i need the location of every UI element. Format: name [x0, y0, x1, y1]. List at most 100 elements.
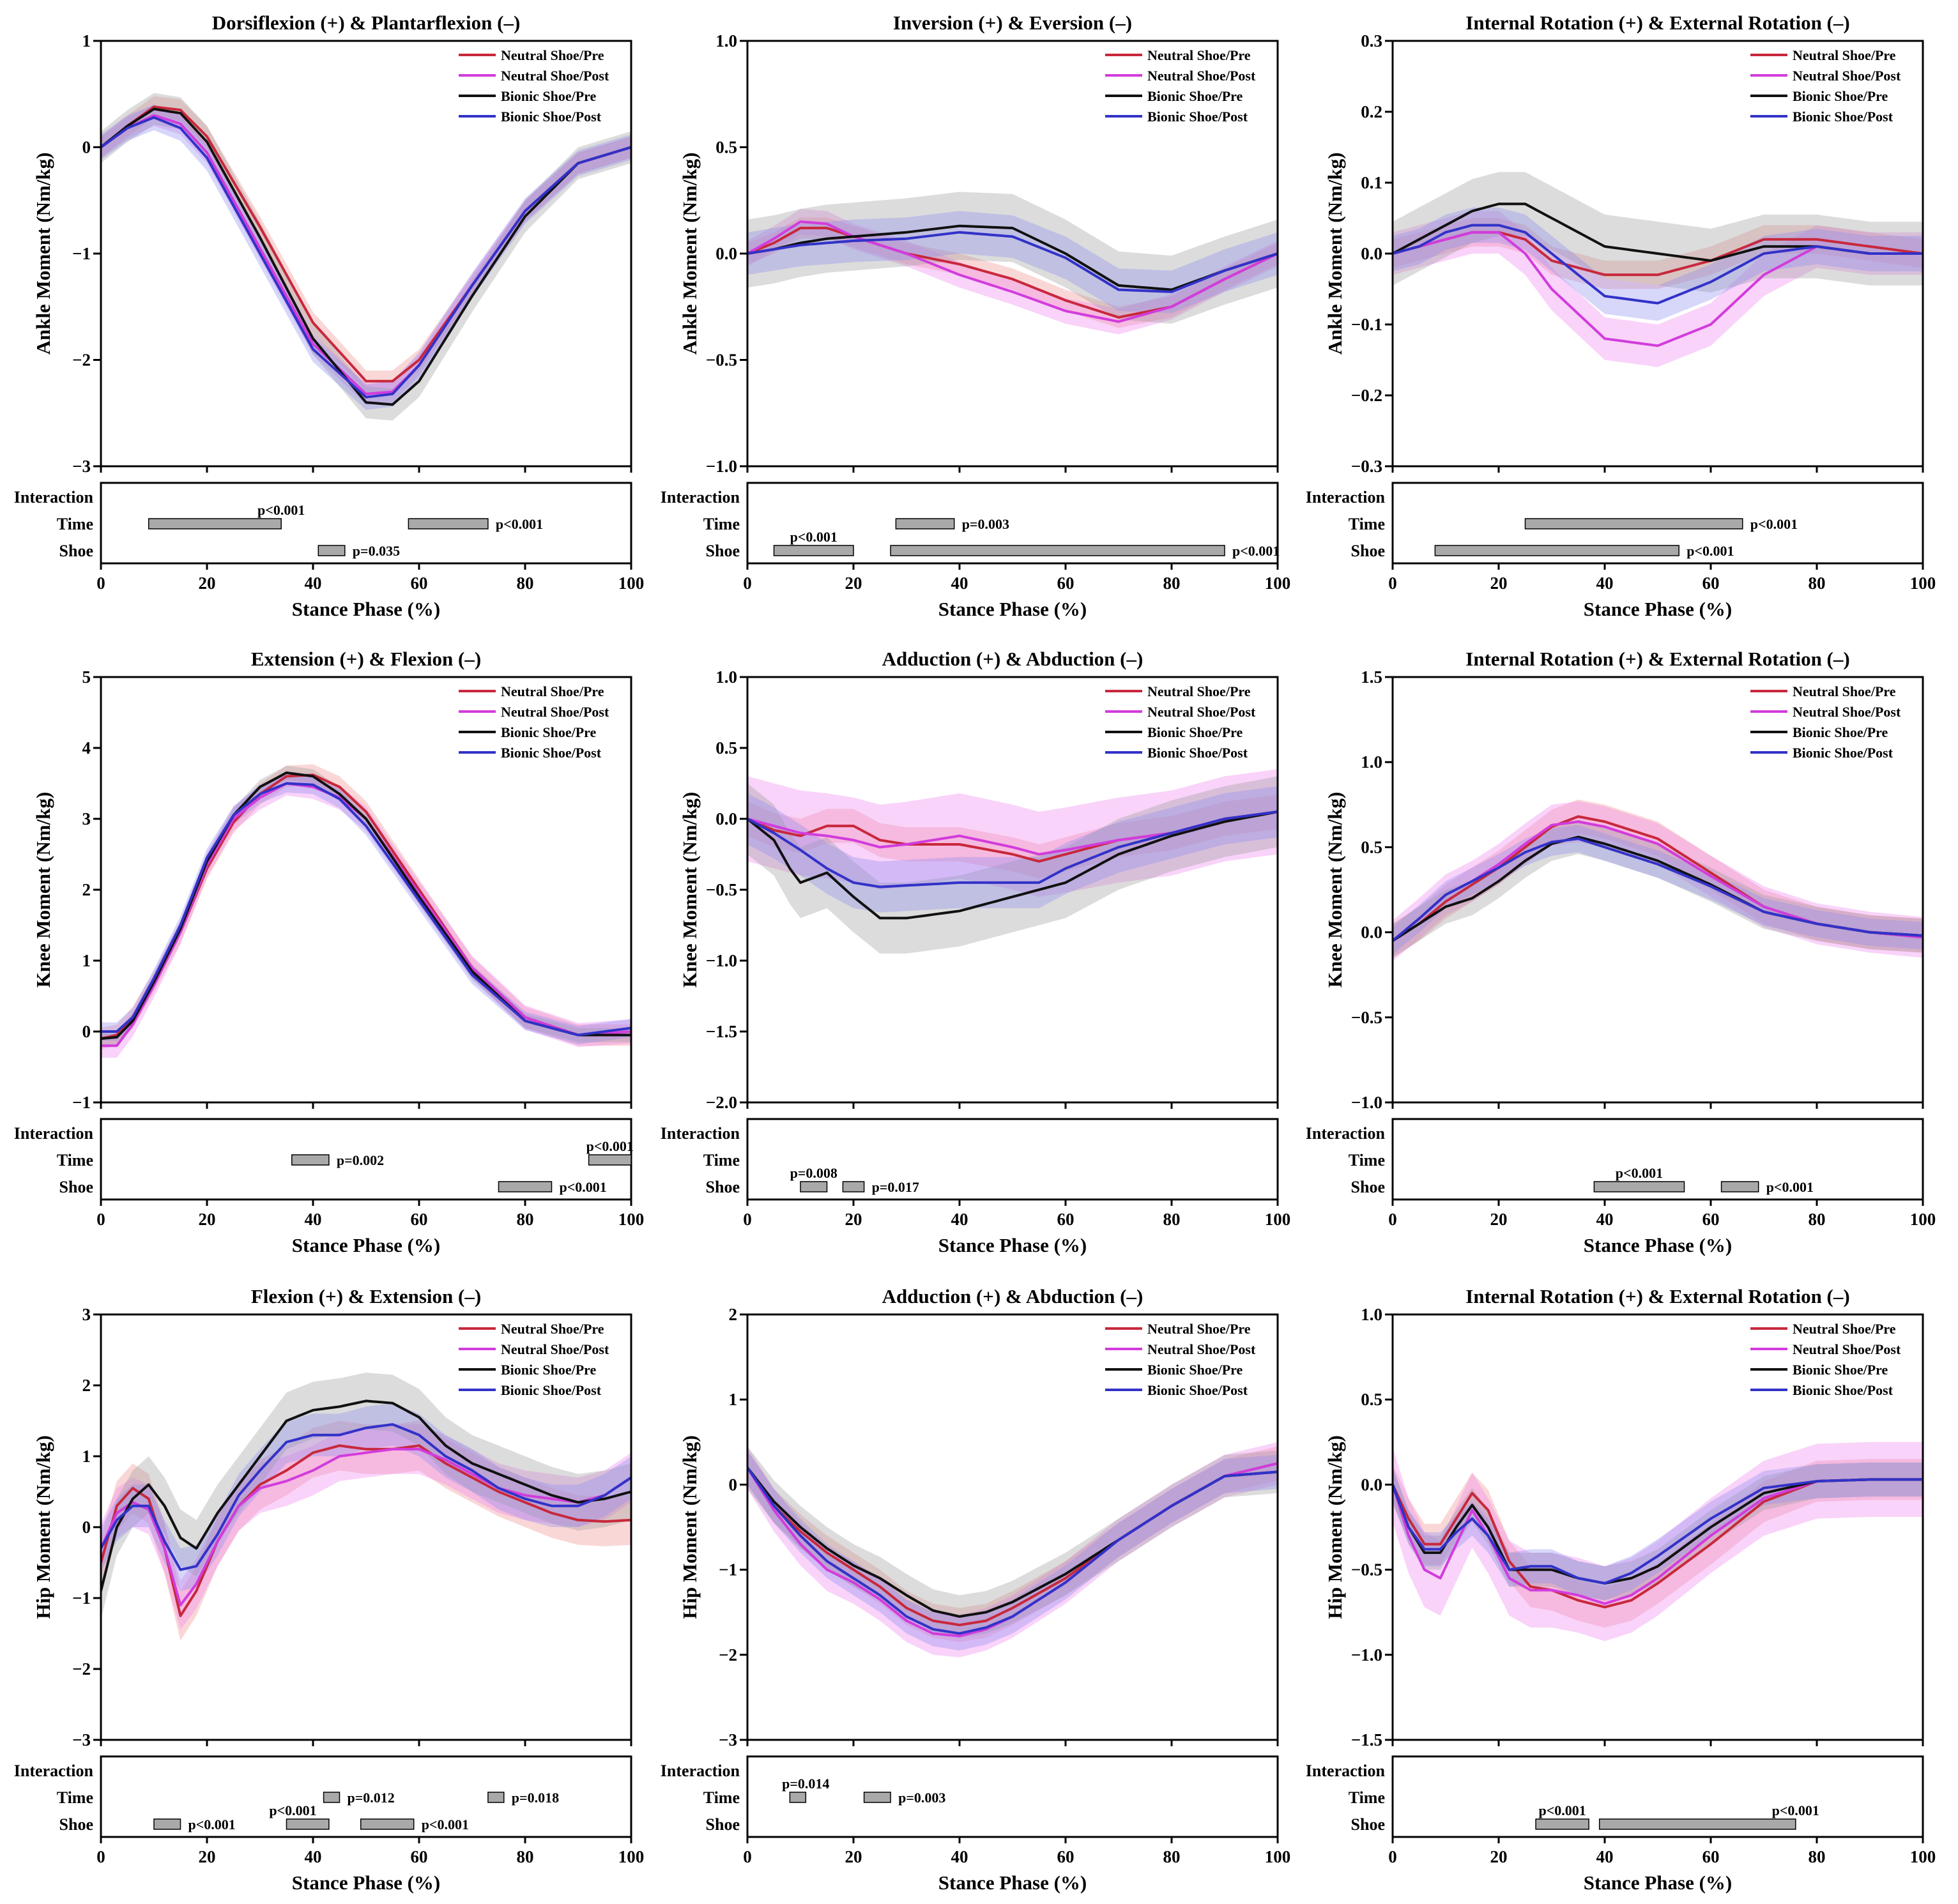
plot-frame: [1391, 676, 1924, 1104]
series-line-neutral-shoe-post: [101, 1447, 631, 1607]
stats-panel: [1391, 482, 1924, 565]
y-tick-label: −0.3: [1351, 457, 1382, 476]
x-tick-label: 40: [305, 1847, 322, 1866]
x-tick-label: 0: [96, 1847, 105, 1866]
stat-row-label: Time: [1349, 1151, 1385, 1169]
series-line-neutral-shoe-post: [101, 114, 631, 395]
legend-entry: Bionic Shoe/Pre: [501, 1362, 597, 1378]
significance-bar: [286, 1818, 330, 1830]
panel-hip-sagittal: Flexion (+) & Extension (–) −3 −2 −1 0 1 2 3 Hip…: [14, 1285, 644, 1894]
stat-row-label: Time: [57, 515, 93, 533]
x-tick-label: 20: [845, 574, 862, 593]
significance-bar: [498, 1181, 553, 1192]
panel-ankle-sagittal: Dorsiflexion (+) & Plantarflexion (–) −3 −…: [14, 11, 644, 620]
x-tick-label: 20: [1490, 1847, 1508, 1866]
p-value-label: p<0.001: [1538, 1802, 1586, 1818]
sd-band-neutral-shoe-post: [101, 771, 631, 1058]
panel-knee-sagittal: Extension (+) & Flexion (–) −1 0 1 2 3 4 5 Knee …: [14, 648, 644, 1256]
x-tick-label: 60: [1702, 574, 1720, 593]
legend-entry: Bionic Shoe/Pre: [1793, 88, 1888, 104]
y-tick-label: −2: [719, 1645, 737, 1664]
stats-panel: [746, 1118, 1279, 1201]
y-tick-label: 1.0: [715, 667, 737, 687]
panel-knee-transverse: Internal Rotation (+) & External Rotatio…: [1306, 648, 1936, 1256]
sd-band-neutral-shoe-post: [747, 769, 1278, 897]
y-tick-label: −1: [72, 244, 91, 263]
x-tick-label: 60: [1057, 574, 1075, 593]
y-tick-label: −3: [719, 1730, 737, 1749]
chart-title: Internal Rotation (+) & External Rotatio…: [1465, 11, 1849, 34]
sd-band-neutral-shoe-pre: [101, 1420, 631, 1641]
legend-entry: Neutral Shoe/Pre: [501, 683, 604, 699]
p-value-label: p=0.003: [962, 516, 1009, 532]
legend-entry: Neutral Shoe/Pre: [1147, 47, 1251, 63]
sd-band-bionic-shoe-pre: [1393, 172, 1923, 293]
y-tick-label: −3: [72, 1730, 91, 1749]
stat-row-label: Interaction: [1306, 1124, 1386, 1143]
plot-area: [101, 1373, 631, 1641]
legend-entry: Neutral Shoe/Post: [501, 1341, 609, 1357]
y-tick-label: 0.3: [1361, 31, 1382, 50]
x-tick-label: 20: [199, 1210, 216, 1229]
legend-entry: Neutral Shoe/Post: [1147, 1341, 1256, 1357]
chart-title: Dorsiflexion (+) & Plantarflexion (–): [212, 11, 521, 34]
legend-entry: Bionic Shoe/Pre: [501, 724, 597, 740]
x-tick-label: 100: [1910, 1210, 1936, 1229]
plot-area: [747, 1442, 1278, 1657]
stat-row-label: Shoe: [706, 1178, 740, 1196]
y-tick-label: 0.0: [1361, 923, 1382, 942]
p-value-label: p=0.014: [782, 1776, 829, 1792]
y-tick-label: 0.0: [715, 244, 737, 263]
significance-bar: [487, 1792, 505, 1803]
chart-title: Flexion (+) & Extension (–): [251, 1285, 481, 1307]
series-line-bionic-shoe-post: [747, 1466, 1278, 1635]
panel-ankle-transverse: Internal Rotation (+) & External Rotatio…: [1306, 11, 1936, 620]
stats-panel: [1391, 1118, 1924, 1201]
y-axis-label: Knee Moment (Nm/kg): [1324, 792, 1346, 988]
stat-row-label: Time: [1349, 515, 1385, 533]
y-tick-label: 3: [82, 1305, 91, 1324]
x-tick-label: 60: [1057, 1210, 1075, 1229]
x-tick-label: 20: [1490, 574, 1508, 593]
significance-bar: [789, 1792, 807, 1803]
y-tick-label: −0.5: [706, 880, 737, 899]
x-axis-label: Stance Phase (%): [1584, 598, 1732, 620]
p-value-label: p=0.018: [512, 1790, 559, 1806]
legend-entry: Bionic Shoe/Post: [1147, 109, 1248, 125]
p-value-label: p<0.001: [257, 502, 305, 518]
sd-band-neutral-shoe-pre: [101, 764, 631, 1049]
x-tick-label: 0: [96, 574, 105, 593]
x-tick-label: 60: [1702, 1210, 1720, 1229]
chart-title: Inversion (+) & Eversion (–): [893, 11, 1132, 34]
y-tick-label: −0.5: [706, 351, 737, 370]
x-tick-label: 100: [1910, 574, 1936, 593]
p-value-label: p<0.001: [269, 1802, 316, 1818]
stat-row-label: Shoe: [706, 542, 740, 560]
plot-frame: [746, 1313, 1279, 1741]
x-tick-label: 40: [305, 574, 322, 593]
y-tick-label: 5: [82, 667, 91, 687]
p-value-label: p=0.003: [898, 1790, 945, 1806]
stat-row-label: Interaction: [661, 488, 740, 506]
legend-entry: Bionic Shoe/Post: [1147, 1382, 1248, 1398]
stat-row-label: Time: [57, 1151, 93, 1169]
legend-entry: Bionic Shoe/Post: [501, 1382, 602, 1398]
p-value-label: p<0.001: [422, 1816, 469, 1832]
y-tick-label: 1.0: [1361, 752, 1382, 772]
significance-bar: [800, 1181, 828, 1192]
stat-row-label: Interaction: [1306, 1762, 1386, 1780]
stat-row-label: Time: [1349, 1788, 1385, 1807]
panel-hip-transverse: Internal Rotation (+) & External Rotatio…: [1306, 1285, 1936, 1894]
stat-row-label: Shoe: [59, 1178, 93, 1196]
y-tick-label: −3: [72, 457, 91, 476]
y-axis-label: Ankle Moment (Nm/kg): [678, 153, 701, 355]
stat-row-label: Interaction: [1306, 488, 1386, 506]
series-line-bionic-shoe-post: [101, 116, 631, 399]
legend-entry: Bionic Shoe/Post: [1793, 745, 1893, 761]
p-value-label: p<0.001: [1616, 1165, 1663, 1181]
legend-entry: Bionic Shoe/Pre: [501, 88, 597, 104]
sd-band-bionic-shoe-post: [1393, 207, 1923, 321]
sd-band-bionic-shoe-pre: [101, 765, 631, 1046]
x-tick-label: 100: [1910, 1847, 1936, 1866]
